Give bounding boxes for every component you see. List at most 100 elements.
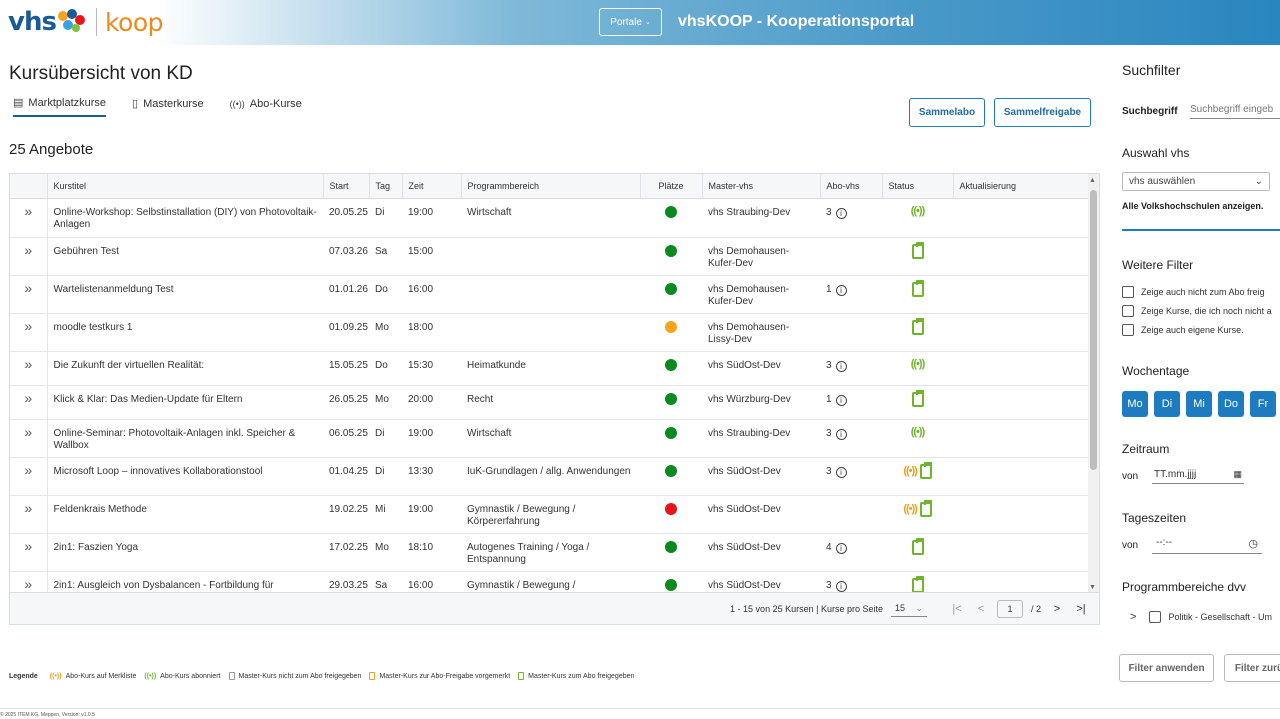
checkbox[interactable] [1122, 286, 1134, 298]
scroll-down-icon[interactable]: ▼ [1089, 584, 1096, 591]
tab-masterkurse[interactable]: ▯ Masterkurse [132, 96, 204, 117]
table-row[interactable]: » Gebühren Test 07.03.26 Sa 15:00 vhs Demohau… [10, 237, 1090, 276]
weekday-di[interactable]: Di [1154, 391, 1180, 417]
clipboard-icon[interactable] [911, 537, 924, 555]
tab-marktplatzkurse[interactable]: ▤ Marktplatzkurse [13, 96, 107, 117]
col-start[interactable]: Start [322, 174, 369, 199]
table-scrollbar[interactable]: ▲ ▼ [1088, 174, 1099, 594]
checkbox[interactable] [1149, 611, 1162, 623]
cell-title[interactable]: Wartelistenanmeldung Test [47, 275, 323, 314]
scroll-thumb[interactable] [1090, 190, 1097, 470]
vhs-select[interactable]: vhs auswählen ⌄ [1122, 172, 1270, 191]
weekday-mi[interactable]: Mi [1186, 391, 1212, 417]
clipboard-icon[interactable] [911, 241, 924, 259]
weekday-do[interactable]: Do [1218, 391, 1244, 417]
col-abo-vhs[interactable]: Abo-vhs [819, 174, 882, 199]
col-zeit[interactable]: Zeit [401, 174, 461, 199]
tab-abo-kurse[interactable]: ((•)) Abo-Kurse [230, 96, 302, 117]
info-icon[interactable]: i [835, 360, 847, 372]
broadcast-icon[interactable]: ((•)) [910, 357, 925, 370]
scroll-up-icon[interactable]: ▲ [1089, 177, 1096, 184]
broadcast-icon[interactable]: ((•)) [903, 464, 917, 477]
date-from-input[interactable]: TT.mm.jjjj ▦ [1152, 469, 1244, 484]
filter-check-own-courses[interactable]: Zeige auch eigene Kurse. [1122, 324, 1244, 336]
checkbox[interactable] [1122, 324, 1134, 336]
filter-check-not-released[interactable]: Zeige auch nicht zum Abo freig [1122, 286, 1265, 298]
prog-item-politik[interactable]: > Politik - Gesellschaft - Um [1130, 611, 1272, 623]
broadcast-icon[interactable]: ((•)) [910, 204, 925, 217]
time-from-input[interactable]: --:-- ◷ [1152, 537, 1262, 554]
table-row[interactable]: » Microsoft Loop – innovatives Kollaborat… [10, 457, 1090, 496]
last-page-icon[interactable]: >| [1076, 602, 1086, 615]
weekday-mo[interactable]: Mo [1122, 391, 1148, 417]
info-icon[interactable]: i [835, 284, 847, 296]
table-row[interactable]: » Feldenkrais Methode 19.02.25 Mi 19:00 Gymna… [10, 495, 1090, 534]
expand-row-icon[interactable]: » [10, 533, 48, 572]
sammelfreigabe-button[interactable]: Sammelfreigabe [994, 98, 1091, 127]
clipboard-icon[interactable] [911, 279, 924, 297]
vhs-koop-logo[interactable]: vhs koop [8, 6, 163, 38]
cell-title[interactable]: Gebühren Test [47, 237, 323, 276]
page-number-input[interactable]: 1 [996, 599, 1023, 618]
search-input[interactable]: Suchbegriff eingeb [1190, 104, 1280, 119]
col-tag[interactable]: Tag [368, 174, 402, 199]
clipboard-icon[interactable] [911, 575, 924, 593]
clipboard-icon[interactable] [919, 499, 932, 517]
expand-row-icon[interactable]: » [10, 419, 48, 458]
expand-row-icon[interactable]: » [10, 495, 48, 534]
expand-row-icon[interactable]: » [10, 385, 48, 420]
col-status[interactable]: Status [881, 174, 953, 199]
checkbox[interactable] [1122, 305, 1134, 317]
cell-title[interactable]: Online-Seminar: Photovoltaik-Anlagen ink… [47, 419, 323, 458]
prev-page-icon[interactable]: < [977, 602, 985, 615]
col-kurstitel[interactable]: Kurstitel [46, 174, 323, 199]
chevron-right-icon[interactable]: > [1130, 611, 1137, 623]
info-icon[interactable]: i [835, 207, 847, 219]
info-icon[interactable]: i [835, 542, 847, 554]
broadcast-icon[interactable]: ((•)) [903, 502, 917, 515]
table-row[interactable]: » Wartelistenanmeldung Test 01.01.26 Do 16:0… [10, 275, 1090, 314]
filter-check-not-subscribed[interactable]: Zeige Kurse, die ich noch nicht a [1122, 305, 1272, 317]
expand-row-icon[interactable]: » [10, 313, 48, 352]
expand-row-icon[interactable]: » [10, 351, 48, 386]
portale-dropdown-button[interactable]: Portale ⌄ [599, 8, 662, 36]
cell-title[interactable]: Die Zukunft der virtuellen Realität: [47, 351, 323, 386]
sammelabo-button[interactable]: Sammelabo [909, 98, 985, 127]
cell-title[interactable]: Feldenkrais Methode [47, 495, 323, 534]
cell-title[interactable]: 2in1: Faszien Yoga [47, 533, 323, 572]
table-row[interactable]: » Klick & Klar: Das Medien-Update für Elt… [10, 385, 1090, 420]
table-row[interactable]: » Die Zukunft der virtuellen Realität: 15.… [10, 351, 1090, 386]
table-row[interactable]: » moodle testkurs 1 01.09.25 Mo 18:00 vhs Dem… [10, 313, 1090, 352]
reset-filter-button[interactable]: Filter zurü [1224, 654, 1280, 682]
cell-title[interactable]: moodle testkurs 1 [47, 313, 323, 352]
clipboard-icon[interactable] [911, 317, 924, 335]
show-all-vhs-link[interactable]: Alle Volkshochschulen anzeigen. [1122, 201, 1264, 211]
cell-title[interactable]: Klick & Klar: Das Medien-Update für Elte… [47, 385, 323, 420]
apply-filter-button[interactable]: Filter anwenden [1119, 654, 1214, 682]
first-page-icon[interactable]: |< [952, 602, 962, 615]
col-master-vhs[interactable]: Master-vhs [701, 174, 820, 199]
col-programmbereich[interactable]: Programmbereich [460, 174, 640, 199]
col-aktualisierung[interactable]: Aktualisierung [952, 174, 1090, 199]
expand-row-icon[interactable]: » [10, 457, 48, 496]
table-row[interactable]: » Online-Seminar: Photovoltaik-Anlagen in… [10, 419, 1090, 458]
per-page-select[interactable]: 15 ⌄ [890, 601, 927, 617]
broadcast-icon[interactable]: ((•)) [910, 425, 925, 438]
weekday-fr[interactable]: Fr [1250, 391, 1276, 417]
col-plaetze[interactable]: Plätze [639, 174, 702, 199]
info-icon[interactable]: i [835, 580, 847, 592]
info-icon[interactable]: i [835, 428, 847, 440]
calendar-icon[interactable]: ▦ [1233, 469, 1242, 479]
expand-row-icon[interactable]: » [10, 275, 48, 314]
next-page-icon[interactable]: > [1053, 602, 1061, 615]
clock-icon[interactable]: ◷ [1248, 538, 1258, 550]
clipboard-icon[interactable] [919, 461, 932, 479]
info-icon[interactable]: i [835, 466, 847, 478]
table-row[interactable]: » Online-Workshop: Selbstinstallation (DI… [10, 198, 1090, 238]
expand-row-icon[interactable]: » [10, 198, 48, 238]
table-row[interactable]: » 2in1: Faszien Yoga 17.02.25 Mo 18:10 Autoge… [10, 533, 1090, 572]
clipboard-icon[interactable] [911, 389, 924, 407]
info-icon[interactable]: i [835, 394, 847, 406]
cell-title[interactable]: Online-Workshop: Selbstinstallation (DIY… [47, 198, 323, 238]
cell-title[interactable]: Microsoft Loop – innovatives Kollaborati… [47, 457, 323, 496]
